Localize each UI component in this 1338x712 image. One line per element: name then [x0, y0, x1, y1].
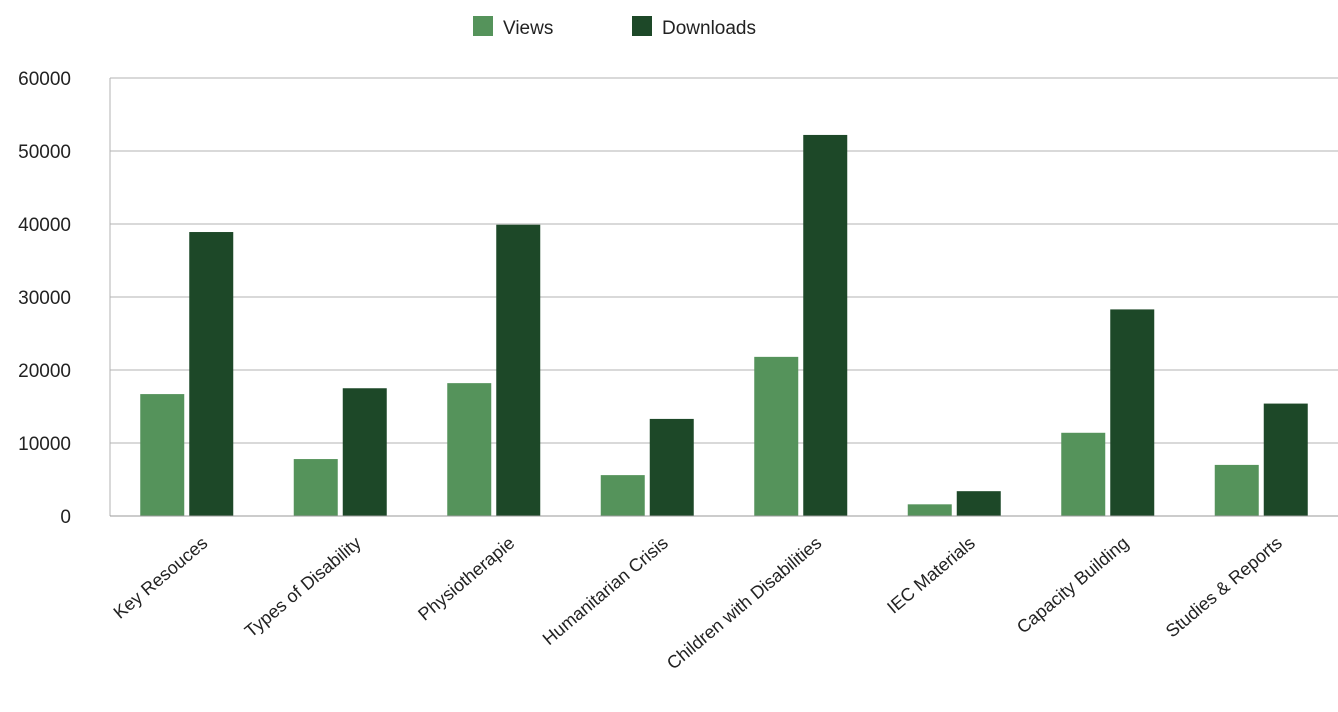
- x-tick-label: Physiotherapie: [414, 533, 518, 625]
- bar-views-0: [140, 394, 185, 516]
- bar-views-7: [1214, 464, 1259, 516]
- bar-downloads-5: [956, 491, 1001, 516]
- y-axis: 0 10000 20000 30000 40000 50000 60000: [18, 69, 111, 528]
- bar-views-6: [1061, 432, 1106, 516]
- legend-swatch-downloads: [632, 16, 652, 36]
- gridlines: [110, 77, 1338, 517]
- legend: Views Downloads: [473, 16, 756, 39]
- bar-downloads-0: [189, 232, 234, 516]
- x-tick-label: Types of Disability: [241, 533, 365, 642]
- bar-downloads-6: [1110, 309, 1155, 516]
- legend-label-views: Views: [503, 18, 553, 39]
- x-tick-label: Capacity Building: [1013, 533, 1132, 638]
- y-tick-label: 40000: [18, 215, 71, 236]
- bar-downloads-3: [649, 418, 694, 516]
- x-tick-label: IEC Materials: [883, 533, 979, 618]
- x-tick-label: Humanitarian Crisis: [539, 533, 672, 649]
- x-tick-label: Key Resouces: [110, 533, 212, 623]
- y-tick-label: 20000: [18, 361, 71, 382]
- y-tick-label: 30000: [18, 288, 71, 309]
- y-tick-label: 0: [60, 507, 71, 528]
- bar-views-4: [754, 356, 799, 516]
- y-tick-label: 60000: [18, 69, 71, 90]
- y-tick-label: 50000: [18, 142, 71, 163]
- y-tick-label: 10000: [18, 434, 71, 455]
- x-axis: Key Resouces Types of Disability Physiothe…: [110, 515, 1338, 674]
- bars: [140, 134, 1308, 517]
- bar-views-5: [907, 504, 952, 516]
- bar-views-3: [600, 475, 645, 516]
- legend-label-downloads: Downloads: [662, 18, 756, 39]
- bar-downloads-7: [1263, 403, 1308, 516]
- bar-downloads-1: [342, 388, 387, 516]
- bar-downloads-2: [496, 224, 541, 517]
- x-tick-label: Children with Disabilities: [663, 533, 825, 674]
- bar-downloads-4: [803, 134, 848, 516]
- x-tick-label: Studies & Reports: [1162, 533, 1286, 642]
- legend-swatch-views: [473, 16, 493, 36]
- bar-views-2: [447, 383, 492, 516]
- bar-views-1: [293, 459, 338, 516]
